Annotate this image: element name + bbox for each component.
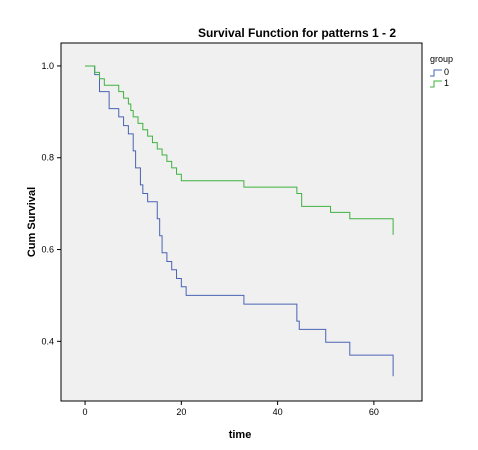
legend-label-1: 1 [444,78,449,88]
series-layer [85,65,394,377]
x-tick-label: 20 [176,407,186,417]
legend-swatch-1 [430,80,442,88]
x-tick-label: 40 [273,407,283,417]
legend: group 01 [430,54,453,88]
series-0-line [85,65,394,377]
x-tick-label: 0 [83,407,88,417]
plot-area [60,42,423,402]
chart-title: Survival Function for patterns 1 - 2 [198,26,396,40]
y-tick-label: 0.8 [41,153,54,163]
y-tick-label: 1.0 [41,61,54,71]
legend-items: 01 [430,67,449,88]
y-axis-label: Cum Survival [26,187,38,257]
y-tick-label: 0.6 [41,245,54,255]
x-axis-label: time [229,429,252,441]
series-1-line [85,65,394,235]
legend-title: group [430,54,453,64]
legend-swatch-0 [430,69,442,77]
axis-layer: 0 20 40 60 0.4 0.6 0.8 1.0 [41,61,378,417]
legend-label-0: 0 [444,67,449,77]
x-tick-label: 60 [369,407,379,417]
y-tick-label: 0.4 [41,336,54,346]
